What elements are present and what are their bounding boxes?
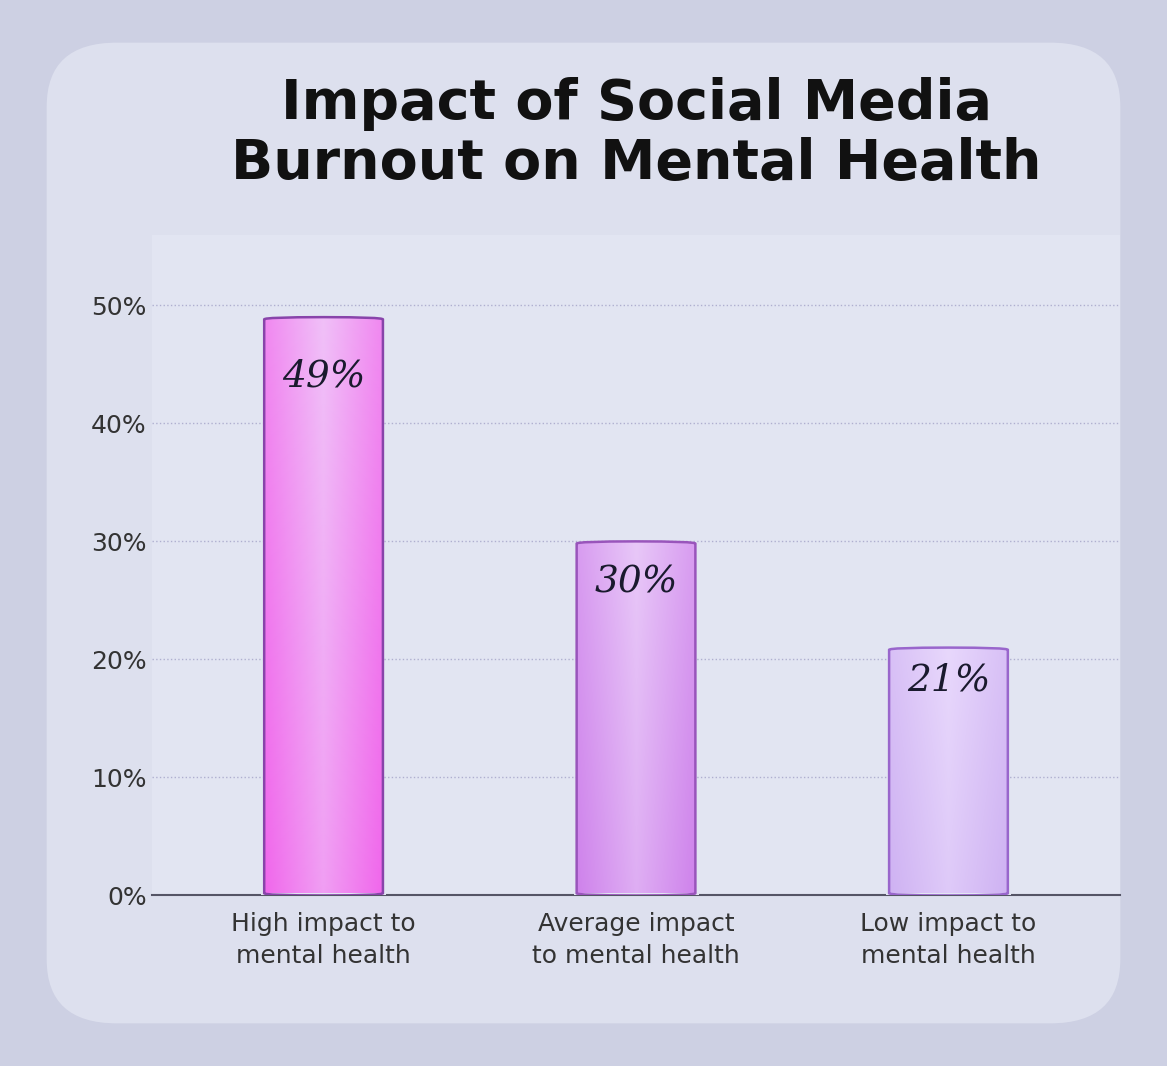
Text: 21%: 21% [907, 663, 990, 698]
Text: 30%: 30% [594, 565, 678, 600]
Title: Impact of Social Media
Burnout on Mental Health: Impact of Social Media Burnout on Mental… [231, 77, 1041, 191]
Bar [261, 893, 386, 902]
Text: 49%: 49% [282, 358, 365, 394]
Bar [573, 893, 699, 902]
Bar [886, 893, 1011, 902]
